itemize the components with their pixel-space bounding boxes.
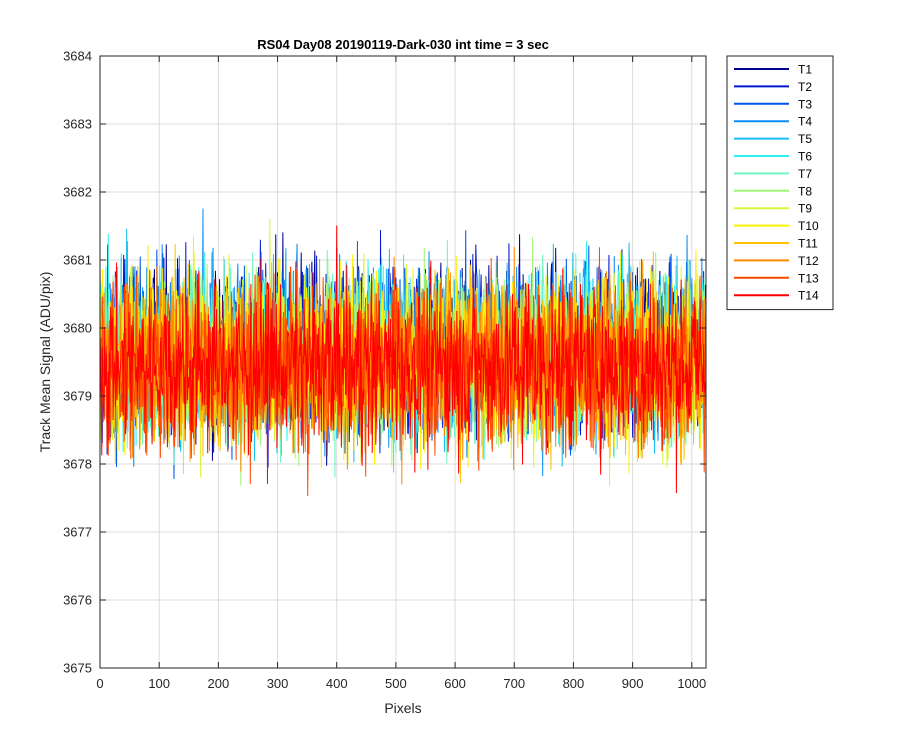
y-axis-label: Track Mean Signal (ADU/pix): [37, 272, 53, 453]
x-tick-label: 700: [503, 676, 525, 691]
y-tick-label: 3683: [63, 117, 92, 132]
x-tick-label: 200: [208, 676, 230, 691]
legend-label-t9: T9: [798, 202, 812, 216]
chart-title: RS04 Day08 20190119-Dark-030 int time = …: [257, 37, 549, 52]
series-lines: [99, 208, 706, 497]
y-tick-label: 3682: [63, 185, 92, 200]
x-axis-label: Pixels: [384, 700, 421, 716]
x-tick-label: 100: [148, 676, 170, 691]
legend-label-t4: T4: [798, 115, 812, 129]
axes-box: [99, 55, 707, 669]
legend-label-t1: T1: [798, 63, 812, 77]
legend-label-t12: T12: [798, 254, 819, 268]
legend-box: [726, 55, 834, 311]
legend-label-t10: T10: [798, 219, 819, 233]
x-tick-label: 1000: [677, 676, 706, 691]
y-tick-label: 3679: [63, 389, 92, 404]
x-tick-label: 300: [267, 676, 289, 691]
legend-label-t11: T11: [798, 237, 818, 251]
y-tick-label: 3678: [63, 457, 92, 472]
x-tick-label: 0: [96, 676, 103, 691]
x-tick-label: 600: [444, 676, 466, 691]
y-tick-label: 3680: [63, 321, 92, 336]
x-tick-label: 500: [385, 676, 407, 691]
y-tick-label: 3677: [63, 525, 92, 540]
ticks: 0 100 200 300 400 500 600 700 800 900 1000 3675 3676…: [63, 49, 706, 692]
x-tick-label: 900: [622, 676, 644, 691]
y-tick-label: 3684: [63, 49, 92, 64]
y-tick-label: 3676: [63, 593, 92, 608]
x-tick-label: 400: [326, 676, 348, 691]
legend-label-t7: T7: [798, 167, 812, 181]
legend-label-t2: T2: [798, 80, 812, 94]
legend-label-t14: T14: [798, 289, 819, 303]
legend-label-t8: T8: [798, 184, 812, 198]
legend-label-t13: T13: [798, 271, 819, 285]
series-line-t14: [99, 225, 706, 493]
y-tick-label: 3681: [63, 253, 92, 268]
x-tick-label: 800: [563, 676, 585, 691]
y-tick-label: 3675: [63, 661, 92, 676]
legend-label-t5: T5: [798, 132, 812, 146]
legend: T1 T2 T3 T4 T5 T6 T7 T8 T9 T10 T11 T12 T13 T14: [726, 55, 834, 311]
legend-label-t6: T6: [798, 150, 812, 164]
legend-label-t3: T3: [798, 97, 812, 111]
